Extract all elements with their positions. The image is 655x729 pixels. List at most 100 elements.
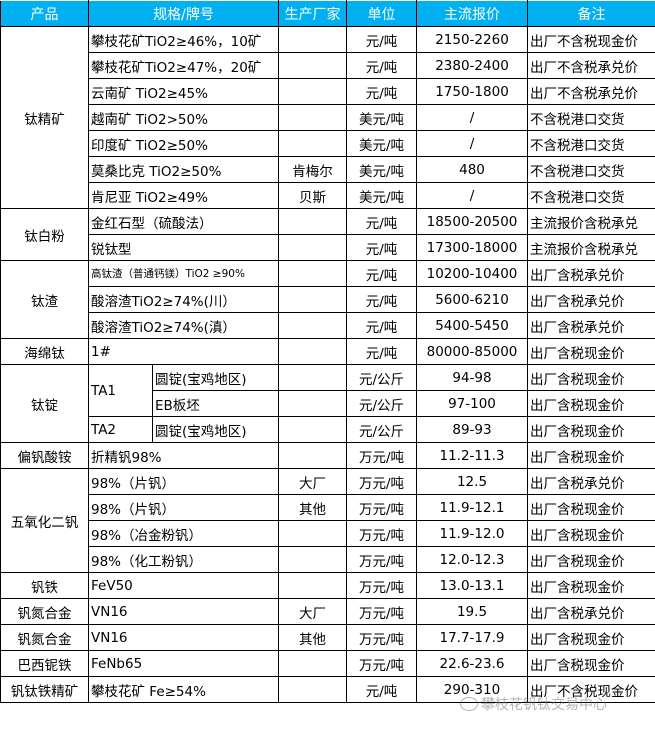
table-row: 98%（化工粉钒） 万元/吨 12.0-12.3 出厂含税现金价 [1, 546, 655, 573]
price-cell: 10200-10400 [416, 260, 528, 287]
table-row: 酸溶渣TiO2≥74%(滇） 元/吨 5400-5450 出厂含税承兑价 [1, 312, 655, 339]
product-cell: 钒氮合金 [0, 624, 89, 651]
note-cell: 不含税港口交货 [527, 130, 655, 157]
table-row: 酸溶渣TiO2≥74%(川） 元/吨 5600-6210 出厂含税承兑价 [1, 286, 655, 313]
maker-cell [278, 26, 347, 53]
product-cell: 偏钒酸铵 [0, 442, 89, 469]
price-cell: 11.2-11.3 [416, 442, 528, 469]
unit-cell: 美元/吨 [346, 130, 417, 157]
unit-cell: 万元/吨 [346, 598, 417, 625]
maker-cell [278, 312, 347, 339]
note-cell: 出厂含税现金价 [527, 546, 655, 573]
note-cell: 出厂含税现金价 [527, 650, 655, 677]
unit-cell: 元/公斤 [346, 364, 417, 391]
maker-cell: 其他 [278, 494, 347, 521]
unit-cell: 万元/吨 [346, 546, 417, 573]
note-cell: 出厂含税现金价 [527, 390, 655, 417]
price-cell: 80000-85000 [416, 338, 528, 365]
product-cell: 钛白粉 [0, 208, 89, 261]
unit-cell: 元/吨 [346, 234, 417, 261]
note-cell: 主流报价含税承兑 [527, 208, 655, 235]
note-cell: 出厂含税现金价 [527, 442, 655, 469]
spec-cell: 圆锭(宝鸡地区) [152, 416, 279, 443]
table-row: 巴西铌铁 FeNb65 万元/吨 22.6-23.6 出厂含税现金价 [0, 650, 655, 677]
maker-cell [278, 104, 347, 131]
product-cell: 巴西铌铁 [0, 650, 89, 677]
spec-cell: EB板坯 [152, 390, 279, 417]
price-cell: 94-98 [416, 364, 528, 391]
maker-cell [278, 442, 347, 469]
product-cell: 五氧化二钒 [0, 468, 89, 573]
price-cell: 19.5 [416, 598, 528, 625]
product-cell: 钒铁 [0, 572, 89, 599]
table-row: 98%（冶金粉钒） 万元/吨 11.9-12.0 出厂含税现金价 [1, 520, 655, 547]
table-row: 钛精矿 攀枝花矿TiO2≥46%，10矿 元/吨 2150-2260 出厂不含税现金价 [0, 26, 655, 209]
price-cell: 12.5 [416, 468, 528, 495]
table-row: 海绵钛 1# 元/吨 80000-85000 出厂含税现金价 [0, 338, 655, 365]
product-cell: 钛锭 [0, 364, 89, 443]
unit-cell: 元/吨 [346, 260, 417, 287]
note-cell: 出厂含税承兑价 [527, 468, 655, 495]
price-cell: 1750-1800 [416, 78, 528, 105]
unit-cell: 万元/吨 [346, 442, 417, 469]
note-cell: 出厂含税现金价 [527, 416, 655, 443]
maker-cell [278, 338, 347, 365]
spec-cell: 98%（片钒） [88, 468, 279, 495]
maker-cell: 大厂 [278, 468, 347, 495]
note-cell: 出厂不含税现金价 [527, 26, 655, 53]
maker-cell [278, 650, 347, 677]
table-row: 钛锭 TA1 圆锭(宝鸡地区) 元/公斤 94-98 出厂含税现金价 [0, 364, 655, 443]
price-cell: 89-93 [416, 416, 528, 443]
unit-cell: 万元/吨 [346, 572, 417, 599]
price-cell: 18500-20500 [416, 208, 528, 235]
spec-cell: 云南矿 TiO2≥45% [88, 78, 279, 105]
table-row: 五氧化二钒 98%（片钒） 大厂万元/吨 12.5 出厂含税承兑价 [0, 468, 655, 573]
spec-cell: 98%（化工粉钒） [88, 546, 279, 573]
spec-cell: 锐钛型 [88, 234, 279, 261]
spec-cell: 酸溶渣TiO2≥74%(川） [88, 286, 279, 313]
product-cell: 钒氮合金 [0, 598, 89, 625]
unit-cell: 元/吨 [346, 208, 417, 235]
maker-cell [278, 416, 347, 443]
maker-cell [278, 234, 347, 261]
maker-cell [278, 286, 347, 313]
spec-cell: 攀枝花矿 Fe≥54% [88, 676, 279, 703]
unit-cell: 万元/吨 [346, 520, 417, 547]
product-cell: 海绵钛 [0, 338, 89, 365]
unit-cell: 元/吨 [346, 78, 417, 105]
unit-cell: 元/吨 [346, 26, 417, 53]
table-row: 钒氮合金 VN16 大厂 万元/吨 19.5 出厂含税承兑价 [0, 598, 655, 625]
header-note: 备注 [527, 0, 655, 27]
maker-cell: 其他 [278, 624, 347, 651]
price-cell: 480 [416, 156, 528, 183]
spec-cell: FeNb65 [88, 650, 279, 677]
note-cell: 出厂含税承兑价 [527, 312, 655, 339]
note-cell: 出厂含税承兑价 [527, 598, 655, 625]
table-row: 攀枝花矿TiO2≥47%，20矿 元/吨 2380-2400 出厂不含税承兑价 [1, 52, 655, 79]
unit-cell: 元/吨 [346, 676, 417, 703]
unit-cell: 元/吨 [346, 52, 417, 79]
table-row: 钒铁 FeV50 万元/吨 13.0-13.1 出厂含税现金价 [0, 572, 655, 599]
table-row: 越南矿 TiO2>50% 美元/吨 / 不含税港口交货 [1, 104, 655, 131]
note-cell: 主流报价含税承兑 [527, 234, 655, 261]
maker-cell [278, 520, 347, 547]
unit-cell: 元/吨 [346, 338, 417, 365]
price-cell: 97-100 [416, 390, 528, 417]
spec-cell: FeV50 [88, 572, 279, 599]
table-row: 钒氮合金 VN16 其他 万元/吨 17.7-17.9 出厂含税现金价 [0, 624, 655, 651]
price-cell: 11.9-12.1 [416, 494, 528, 521]
spec-cell: 圆锭(宝鸡地区) [152, 364, 279, 391]
price-cell: / [416, 130, 528, 157]
table-row: 肯尼亚 TiO2≥49% 贝斯 美元/吨 / 不含税港口交货 [1, 182, 655, 209]
note-cell: 出厂不含税承兑价 [527, 78, 655, 105]
price-cell: 12.0-12.3 [416, 546, 528, 573]
header-maker: 生产厂家 [278, 0, 347, 27]
unit-cell: 美元/吨 [346, 156, 417, 183]
grade-cell: TA2 [88, 416, 153, 443]
product-cell: 钒钛铁精矿 [0, 676, 89, 703]
maker-cell [278, 676, 347, 703]
maker-cell [278, 52, 347, 79]
unit-cell: 美元/吨 [346, 104, 417, 131]
table-row: 云南矿 TiO2≥45% 元/吨 1750-1800 出厂不含税承兑价 [1, 78, 655, 105]
spec-cell: 越南矿 TiO2>50% [88, 104, 279, 131]
